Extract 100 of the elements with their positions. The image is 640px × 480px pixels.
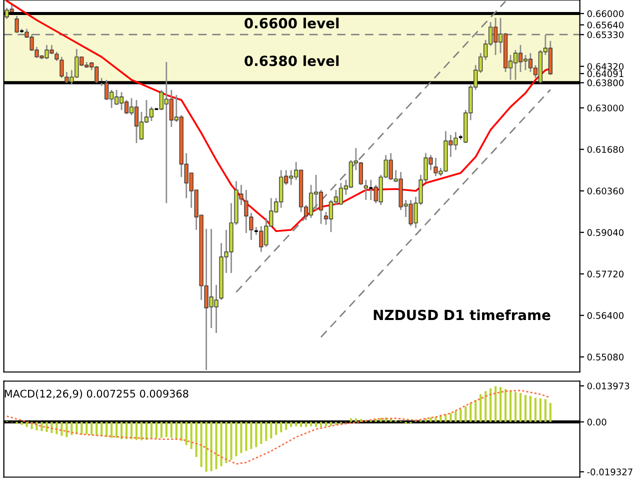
bar: [230, 422, 232, 460]
bar: [190, 422, 192, 449]
bar: [145, 422, 148, 440]
y-tick-label: -0.019327: [587, 468, 632, 476]
candlestick: [54, 51, 59, 62]
y-tick-label: 0.59040: [587, 229, 624, 236]
bar: [290, 422, 292, 428]
bar: [140, 422, 143, 440]
bar: [245, 422, 248, 452]
y-tick-label: 0.56400: [587, 312, 624, 319]
bar: [110, 422, 113, 438]
bar: [26, 422, 28, 428]
bar: [494, 386, 497, 422]
bar: [380, 418, 382, 422]
bar: [519, 392, 522, 422]
bar: [66, 422, 68, 438]
bar: [490, 388, 492, 422]
y-tick-label: 0.00: [587, 418, 606, 426]
bar: [155, 422, 158, 438]
bar: [484, 391, 487, 422]
y-tick-label: 0.66000: [587, 10, 624, 18]
bar: [235, 422, 238, 456]
bar: [470, 403, 472, 422]
y-tick-label: 0.63000: [587, 104, 624, 112]
bar: [354, 418, 357, 422]
bar: [529, 396, 532, 422]
bar: [255, 422, 258, 448]
bar: [46, 422, 48, 432]
bar: [86, 422, 88, 434]
bar: [225, 422, 228, 464]
y-tick-label: 0.55080: [587, 354, 624, 360]
text: MACD(12,26,9) 0.007255 0.009368: [4, 390, 188, 399]
bar: [130, 422, 133, 440]
bar: [20, 422, 23, 425]
bar: [305, 422, 308, 428]
bar: [160, 422, 162, 438]
bar: [210, 422, 212, 472]
bar: [260, 422, 262, 444]
candlestick: [364, 179, 368, 201]
bar: [250, 422, 252, 449]
bar: [135, 422, 138, 440]
bar: [270, 422, 272, 438]
ref-line-label: 0.6380 level: [244, 55, 339, 66]
bar: [430, 418, 432, 422]
candlestick: [60, 56, 64, 79]
y-tick-label: 0.64320: [587, 63, 624, 70]
y-tick-label: 0.63800: [587, 79, 624, 86]
annotation: NZDUSD D1 timeframe: [374, 309, 550, 320]
bar: [534, 398, 537, 422]
bar: [205, 422, 208, 472]
bar: [314, 422, 318, 428]
bar: [280, 422, 282, 432]
bar: [295, 422, 298, 426]
bar: [50, 422, 53, 433]
bar: [549, 403, 552, 422]
bar: [324, 422, 328, 426]
bar: [450, 413, 452, 422]
bar: [165, 422, 168, 438]
y-tick-label: 0.65640: [587, 22, 624, 28]
line-series: [6, 0, 552, 232]
bar: [509, 390, 512, 422]
bar: [90, 422, 93, 436]
bar: [106, 422, 108, 438]
bar: [220, 422, 222, 466]
y-tick-label: 0.013973: [587, 382, 630, 390]
bar: [544, 399, 546, 422]
y-tick-label: 0.60360: [587, 188, 624, 194]
bar: [310, 422, 312, 426]
bar: [60, 422, 63, 436]
bar: [240, 422, 242, 454]
bar: [539, 398, 542, 422]
bar: [500, 387, 502, 422]
candlestick: [244, 189, 248, 234]
line-series: [6, 390, 552, 465]
bar: [350, 418, 352, 422]
y-tick-label: 0.57720: [587, 270, 624, 278]
bar: [175, 422, 178, 440]
bar: [185, 422, 188, 446]
bar: [460, 408, 462, 422]
ref-line-label: 0.6600 level: [244, 18, 339, 28]
y-tick-label: 0.65330: [587, 31, 624, 38]
bar: [40, 422, 43, 432]
bar: [170, 422, 172, 438]
y-tick-label: 0.61680: [587, 146, 624, 153]
y-tick-label: 0.64091: [587, 70, 624, 78]
bar: [116, 422, 118, 438]
candlestick: [249, 212, 254, 241]
bar: [330, 422, 332, 426]
bar: [80, 422, 83, 434]
bar: [514, 392, 517, 422]
bar: [504, 389, 507, 422]
bar: [195, 422, 198, 457]
bar: [524, 395, 527, 422]
bar: [275, 422, 278, 436]
bar: [200, 422, 202, 468]
bar: [215, 422, 218, 470]
bar: [320, 422, 322, 428]
bar: [474, 400, 477, 422]
bar: [464, 406, 467, 422]
bar: [480, 394, 482, 422]
